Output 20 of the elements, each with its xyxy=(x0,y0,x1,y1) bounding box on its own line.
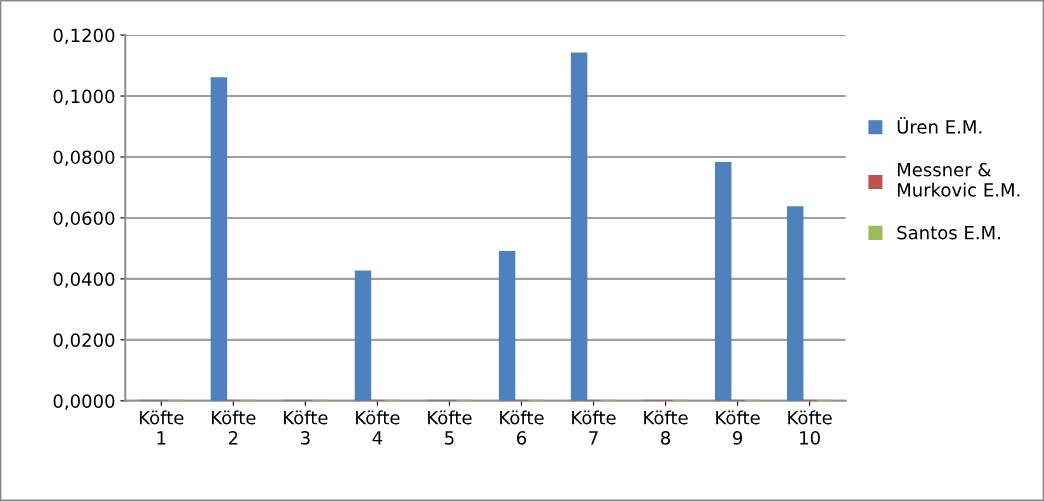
y-tick-label: 0,0200 xyxy=(53,333,115,349)
x-tick-label: Köfte 6 xyxy=(500,410,544,445)
y-tick-label: 0,1200 xyxy=(53,28,115,45)
x-tick-label: Köfte 1 xyxy=(139,410,184,445)
y-tick-label: 0,0600 xyxy=(53,211,115,227)
legend-label: Santos E.M. xyxy=(897,225,1000,240)
x-tick-label: Köfte 10 xyxy=(788,410,832,445)
legend-label: Messner & Murkovic E.M. xyxy=(897,162,1020,197)
x-tick-label: Köfte 3 xyxy=(284,410,328,445)
y-tick-label: 0,1000 xyxy=(53,89,115,105)
y-tick-label: 0,0800 xyxy=(53,150,115,166)
x-tick-label: Köfte 2 xyxy=(212,410,256,445)
x-tick-label: Köfte 8 xyxy=(644,410,688,445)
x-tick-label: Köfte 5 xyxy=(428,410,472,445)
y-tick-label: 0,0400 xyxy=(53,272,115,288)
x-tick-label: Köfte 4 xyxy=(356,410,400,445)
y-tick-label: 0,0000 xyxy=(53,394,115,410)
x-tick-label: Köfte 7 xyxy=(572,410,616,445)
legend-label: Üren E.M. xyxy=(897,117,982,134)
x-tick-label: Köfte 9 xyxy=(716,410,760,445)
